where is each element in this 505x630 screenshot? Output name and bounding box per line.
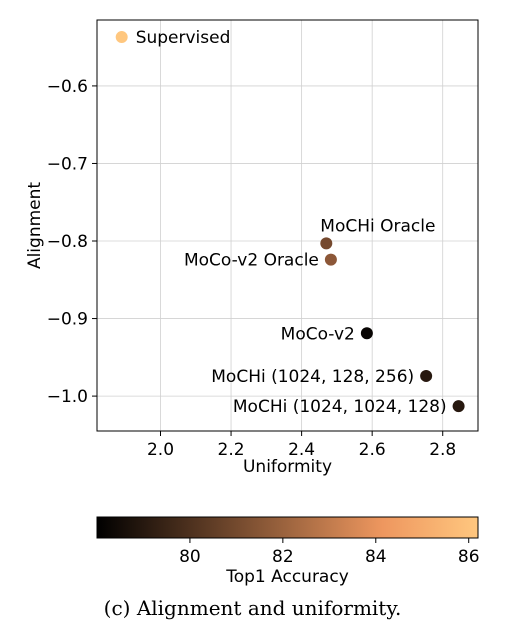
y-tick-label: −0.6 [47, 77, 88, 97]
data-point [360, 327, 373, 340]
x-tick-label: 2.0 [147, 440, 174, 460]
y-tick-label: −1.0 [47, 387, 88, 407]
point-label: Supervised [136, 28, 231, 48]
point-label: MoCHi (1024, 128, 256) [211, 367, 414, 387]
x-tick-label: 2.6 [359, 440, 386, 460]
x-axis-ticks: 2.0 2.2 2.4 2.6 2.8 [147, 431, 456, 460]
y-tick-label: −0.9 [47, 310, 88, 330]
point-label: MoCo-v2 Oracle [184, 251, 319, 271]
data-point [420, 369, 433, 382]
colorbar: 80 82 84 86 Top1 Accuracy [96, 516, 480, 587]
data-point [320, 237, 333, 250]
point-label: MoCo-v2 [281, 324, 355, 344]
plot-frame [96, 19, 479, 432]
point-label: MoCHi (1024, 1024, 128) [233, 397, 447, 417]
data-points [115, 31, 465, 413]
data-point [324, 253, 337, 266]
y-axis-label: Alignment [25, 182, 45, 269]
colorbar-label: Top1 Accuracy [225, 567, 349, 587]
y-tick-label: −0.7 [47, 154, 88, 174]
x-tick-label: 2.2 [218, 440, 245, 460]
colorbar-tick-label: 82 [272, 547, 294, 567]
colorbar-tick-label: 86 [458, 547, 480, 567]
scatter-chart: 2.0 2.2 2.4 2.6 2.8 −0.6 −0.7 −0.8 −0.9 −1.0 Uni… [25, 19, 480, 587]
grid-lines [97, 20, 478, 431]
data-point [452, 400, 465, 413]
colorbar-tick-label: 80 [179, 547, 201, 567]
x-axis-label: Uniformity [243, 457, 332, 477]
colorbar-tick-label: 84 [365, 547, 387, 567]
point-label: MoCHi Oracle [320, 216, 435, 236]
y-axis-ticks: −0.6 −0.7 −0.8 −0.9 −1.0 [47, 77, 97, 407]
figure-caption: (c) Alignment and uniformity. [103, 596, 402, 620]
colorbar-gradient [96, 516, 479, 539]
x-tick-label: 2.4 [288, 440, 315, 460]
x-tick-label: 2.8 [429, 440, 456, 460]
colorbar-ticks: 80 82 84 86 [179, 538, 480, 567]
data-point [115, 31, 128, 44]
y-tick-label: −0.8 [47, 232, 88, 252]
